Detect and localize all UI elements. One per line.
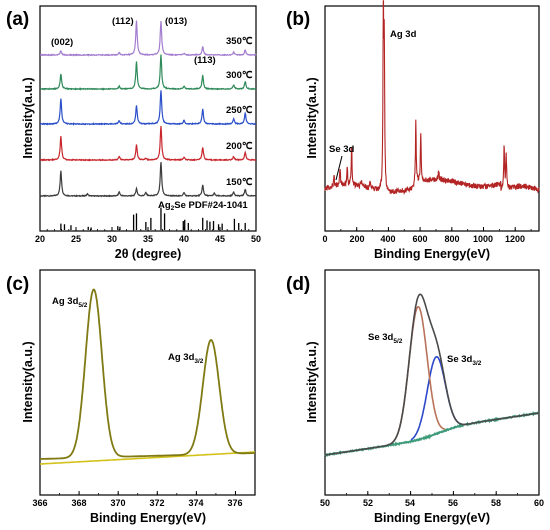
panel-a: (a) 20 25 30 35 40 45 50 2θ (degree) Int… — [6, 5, 261, 261]
x-tick-label-0: 0 — [322, 234, 327, 244]
peak-labels-a: (002) (112) (013) (113) — [51, 16, 216, 66]
x-tick-label-372: 372 — [149, 498, 164, 508]
x-tick-labels-d: 50 52 54 56 58 60 — [320, 498, 544, 508]
panel-b: (b) 0 200 400 600 800 1000 1200 Binding … — [286, 0, 540, 261]
plot-frame-c — [39, 269, 256, 496]
x-tick-label-54: 54 — [405, 498, 415, 508]
panel-label-a: (a) — [6, 9, 29, 30]
x-tick-label-366: 366 — [32, 498, 47, 508]
panel-d: (d) 50 52 54 56 58 60 Binding Energy(eV)… — [286, 269, 544, 525]
x-tick-label-52: 52 — [363, 498, 373, 508]
x-tick-label-60: 60 — [534, 498, 544, 508]
panel-label-d: (d) — [286, 274, 310, 295]
x-ticks-a — [39, 227, 257, 231]
xps-survey-series — [324, 0, 540, 196]
x-tick-label-20: 20 — [35, 234, 45, 244]
ag3d-spectrum-line — [40, 288, 255, 460]
annotation-ag3d32: Ag 3d3/2 — [168, 352, 204, 365]
x-tick-label-30: 30 — [107, 234, 117, 244]
ag3d-series — [40, 288, 255, 465]
peak-label-002: (002) — [51, 37, 73, 48]
x-tick-label-400: 400 — [380, 234, 395, 244]
panel-label-b: (b) — [286, 9, 310, 30]
x-tick-label-56: 56 — [448, 498, 458, 508]
series-label-350: 350℃ — [226, 36, 253, 47]
annotation-se3d-arrow — [335, 155, 343, 181]
annotation-se3d52: Se 3d5/2 — [368, 332, 403, 345]
xrd-pattern-line — [39, 20, 257, 57]
xrd-pattern-line — [39, 54, 257, 91]
x-tick-label-368: 368 — [71, 498, 86, 508]
x-tick-label-600: 600 — [412, 234, 427, 244]
x-tick-label-50: 50 — [320, 498, 330, 508]
x-axis-title-d: Binding Energy(eV) — [374, 511, 490, 525]
xrd-pattern-line — [39, 162, 257, 198]
x-tick-label-376: 376 — [227, 498, 242, 508]
x-tick-label-35: 35 — [143, 234, 153, 244]
annotation-se3d32: Se 3d3/2 — [447, 354, 482, 367]
x-tick-label-800: 800 — [444, 234, 459, 244]
annotation-ag3d: Ag 3d — [390, 29, 417, 40]
plot-frame-b — [324, 5, 540, 232]
x-tick-label-50: 50 — [251, 234, 261, 244]
x-axis-title-c: Binding Energy(eV) — [90, 511, 206, 525]
peak-label-113: (113) — [194, 55, 216, 66]
series-labels-a: 350℃ 300℃ 250℃ 200℃ 150℃ — [226, 36, 253, 188]
x-tick-label-200: 200 — [349, 234, 364, 244]
x-tick-labels-c: 366 368 370 372 374 376 — [32, 498, 242, 508]
x-tick-label-1000: 1000 — [473, 234, 493, 244]
annotation-ag3d52: Ag 3d5/2 — [52, 296, 88, 309]
x-tick-label-45: 45 — [215, 234, 225, 244]
x-tick-label-370: 370 — [110, 498, 125, 508]
background-line — [40, 451, 255, 465]
series-label-300: 300℃ — [226, 70, 253, 81]
x-ticks-c — [39, 491, 256, 495]
annotation-se3d: Se 3d — [329, 144, 355, 155]
peak-label-112: (112) — [112, 16, 134, 27]
peak-label-013: (013) — [165, 16, 187, 27]
xrd-pattern-line — [39, 90, 257, 126]
x-tick-labels-a: 20 25 30 35 40 45 50 — [35, 234, 261, 244]
x-ticks-b — [324, 227, 532, 231]
series-label-200: 200℃ — [226, 141, 253, 152]
panel-c: (c) 366 368 370 372 374 376 Binding Ener… — [6, 269, 256, 525]
reference-label: Ag2Se PDF#24-1041 — [158, 200, 248, 212]
plot-frame-d — [324, 269, 540, 496]
x-tick-label-374: 374 — [188, 498, 203, 508]
reference-pattern — [60, 207, 246, 230]
x-tick-label-1200: 1200 — [505, 234, 525, 244]
y-axis-title-a: Intensity(a.u.) — [21, 77, 35, 158]
y-axis-title-d: Intensity(a.u.) — [305, 341, 319, 422]
envelope-line — [324, 293, 540, 456]
x-axis-title-a: 2θ (degree) — [115, 247, 182, 261]
x-tick-label-25: 25 — [71, 234, 81, 244]
x-tick-label-40: 40 — [179, 234, 189, 244]
se3d52-fit-line — [390, 305, 445, 445]
survey-spectrum-line — [324, 0, 540, 196]
xrd-pattern-line — [39, 125, 257, 162]
y-axis-title-b: Intensity(a.u.) — [305, 77, 319, 158]
xrd-series-group — [39, 20, 257, 198]
x-ticks-d — [324, 491, 540, 495]
x-tick-label-58: 58 — [491, 498, 501, 508]
y-axis-title-c: Intensity(a.u.) — [21, 341, 35, 422]
panel-label-c: (c) — [6, 274, 29, 295]
x-tick-labels-b: 0 200 400 600 800 1000 1200 — [322, 234, 525, 244]
x-axis-title-b: Binding Energy(eV) — [374, 247, 490, 261]
background-line — [324, 410, 540, 457]
series-label-150: 150℃ — [226, 177, 253, 188]
se3d-series — [324, 293, 540, 457]
series-label-250: 250℃ — [226, 105, 253, 116]
